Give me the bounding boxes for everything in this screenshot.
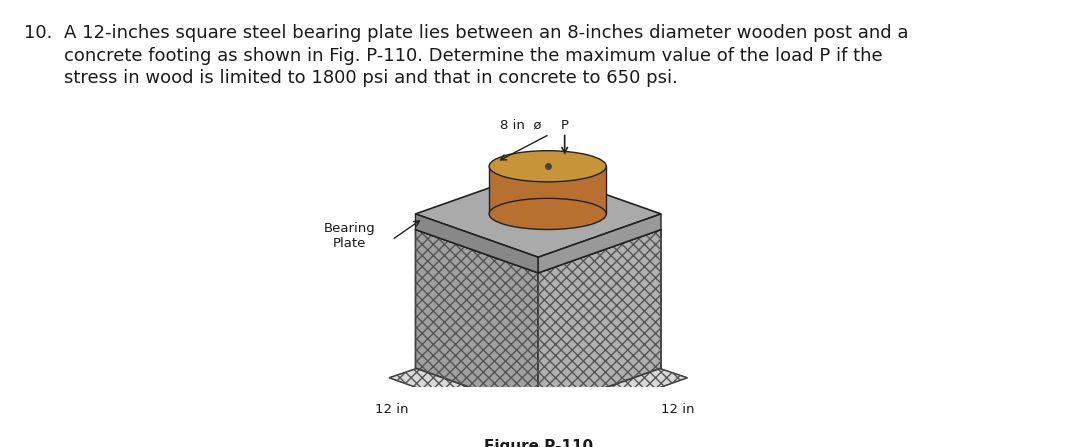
Text: 12 in: 12 in (375, 403, 408, 416)
Ellipse shape (489, 198, 606, 229)
Text: 12 in: 12 in (661, 403, 694, 416)
Polygon shape (538, 214, 661, 273)
Ellipse shape (489, 151, 606, 182)
Polygon shape (389, 327, 688, 431)
Text: A 12-inches square steel bearing plate lies between an 8-inches diameter wooden : A 12-inches square steel bearing plate l… (64, 24, 908, 42)
Polygon shape (489, 166, 606, 214)
Text: stress in wood is limited to 1800 psi and that in concrete to 650 psi.: stress in wood is limited to 1800 psi an… (64, 69, 678, 87)
Text: Figure P-110: Figure P-110 (484, 439, 593, 447)
Text: 10.: 10. (24, 24, 52, 42)
Text: Bearing
Plate: Bearing Plate (324, 222, 375, 249)
Polygon shape (416, 186, 661, 273)
Polygon shape (416, 229, 538, 411)
Text: concrete footing as shown in Fig. P-110. Determine the maximum value of the load: concrete footing as shown in Fig. P-110.… (64, 47, 882, 65)
Polygon shape (416, 171, 661, 257)
Polygon shape (538, 229, 661, 411)
Text: P: P (561, 118, 569, 132)
Text: 8 in  ø: 8 in ø (500, 118, 542, 132)
Polygon shape (416, 214, 538, 273)
